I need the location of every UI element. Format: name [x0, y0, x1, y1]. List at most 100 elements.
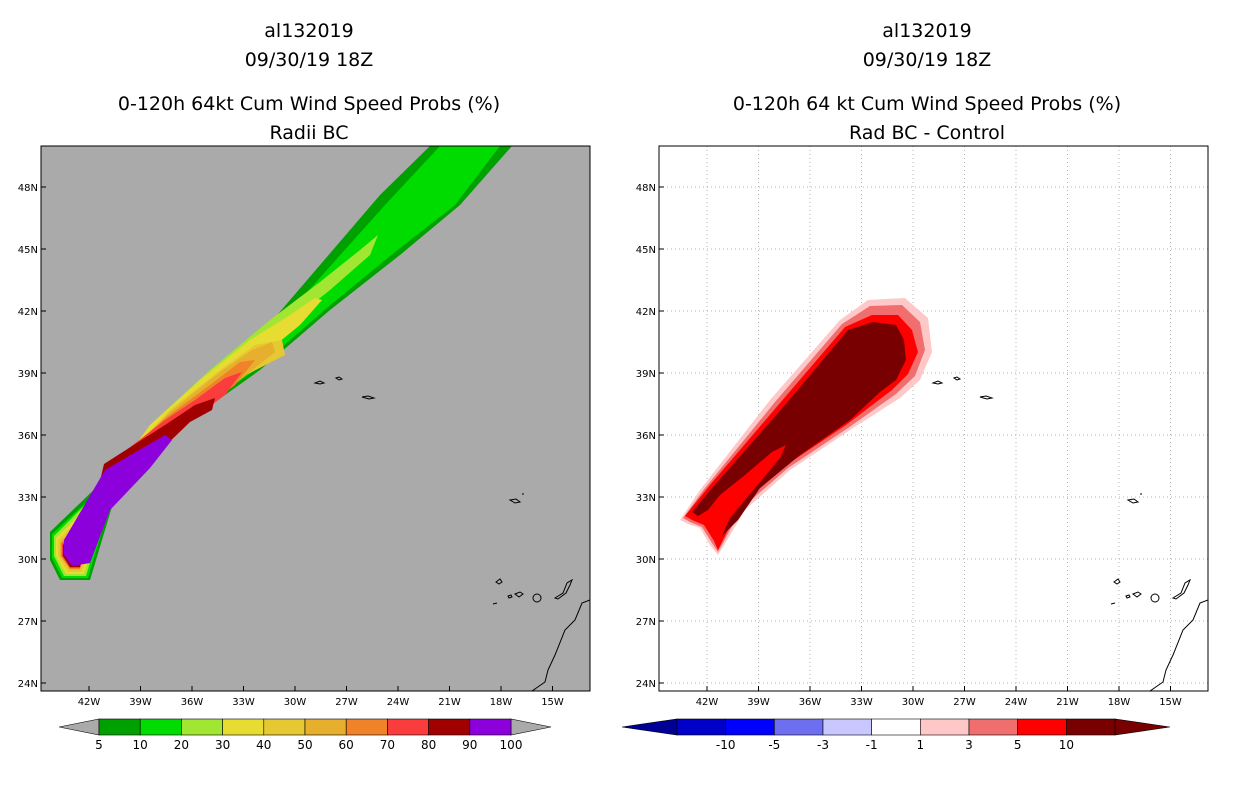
left-plot-background — [41, 146, 590, 691]
x-tick-label: 33W — [232, 697, 255, 708]
colorbar-label: 90 — [462, 738, 477, 752]
colorbar-swatch — [822, 718, 872, 736]
colorbar-label: -1 — [866, 738, 878, 752]
left-title-line-1: al132019 — [264, 20, 353, 42]
colorbar-below-arrow — [58, 718, 100, 736]
colorbar-label: 10 — [133, 738, 148, 752]
right-panel: al132019 09/30/19 18Z 0-120h 64 kt Cum W… — [621, 20, 1209, 752]
contour-90 — [64, 435, 172, 566]
right-title-line-3: 0-120h 64 kt Cum Wind Speed Probs (%) — [733, 93, 1121, 115]
left-x-axis: 42W 39W 36W 33W 30W 27W 24W 21W 18W 15W — [78, 686, 564, 708]
colorbar-swatch — [181, 718, 223, 736]
contour-5 — [50, 146, 512, 580]
colorbar-label: -10 — [716, 738, 736, 752]
right-title-line-2: 09/30/19 18Z — [863, 49, 992, 71]
right-coastlines — [931, 376, 1208, 691]
x-tick-label: 27W — [953, 697, 976, 708]
colorbar-swatch — [920, 718, 970, 736]
colorbar-swatch — [725, 718, 775, 736]
left-probability-contours — [50, 146, 512, 580]
x-tick-label: 39W — [129, 697, 152, 708]
y-tick-label: 33N — [636, 493, 656, 504]
colorbar-label: 40 — [256, 738, 271, 752]
x-tick-label: 30W — [902, 697, 925, 708]
colorbar-label: 80 — [421, 738, 436, 752]
y-tick-label: 36N — [636, 431, 656, 442]
colorbar-label: 10 — [1059, 738, 1074, 752]
colorbar-label: 3 — [965, 738, 973, 752]
y-tick-label: 42N — [18, 307, 38, 318]
colorbar-label: 30 — [215, 738, 230, 752]
colorbar-above-arrow — [1114, 718, 1171, 736]
y-tick-label: 30N — [636, 555, 656, 566]
colorbar-swatch — [345, 718, 388, 736]
y-tick-label: 24N — [18, 679, 38, 690]
y-tick-label: 45N — [636, 245, 656, 256]
colorbar-swatch — [387, 718, 429, 736]
y-tick-label: 39N — [636, 369, 656, 380]
colorbar-swatch — [263, 718, 306, 736]
colorbar-label: 5 — [95, 738, 103, 752]
colorbar-label: 5 — [1014, 738, 1022, 752]
left-title-line-4: Radii BC — [269, 122, 348, 144]
left-panel: al132019 09/30/19 18Z 0-120h 64kt Cum Wi… — [18, 20, 591, 752]
left-y-axis: 48N 45N 42N 39N 36N 33N 30N 27N 24N — [18, 183, 46, 690]
contour-10 — [52, 146, 500, 578]
x-tick-label: 27W — [335, 697, 358, 708]
colorbar-swatch — [1017, 718, 1067, 736]
colorbar-swatch — [968, 718, 1018, 736]
x-tick-label: 33W — [850, 697, 873, 708]
y-tick-label: 48N — [636, 183, 656, 194]
x-tick-label: 21W — [438, 697, 461, 708]
contour-above-10 — [692, 322, 906, 536]
colorbar-swatch — [1066, 718, 1116, 736]
colorbar-label: 70 — [380, 738, 395, 752]
y-tick-label: 45N — [18, 245, 38, 256]
y-tick-label: 27N — [636, 617, 656, 628]
y-tick-label: 42N — [636, 307, 656, 318]
x-tick-label: 39W — [747, 697, 770, 708]
x-tick-label: 21W — [1056, 697, 1079, 708]
colorbar-label: 1 — [917, 738, 925, 752]
x-tick-label: 15W — [1159, 697, 1182, 708]
left-coastlines — [313, 376, 590, 691]
colorbar-swatch — [98, 718, 141, 736]
colorbar-swatch — [428, 718, 471, 736]
colorbar-label: -3 — [817, 738, 829, 752]
x-tick-label: 36W — [799, 697, 822, 708]
colorbar-swatch — [222, 718, 265, 736]
y-tick-label: 27N — [18, 617, 38, 628]
colorbar-label: -5 — [768, 738, 780, 752]
left-title-line-3: 0-120h 64kt Cum Wind Speed Probs (%) — [118, 93, 500, 115]
colorbar-label: 100 — [500, 738, 523, 752]
x-tick-label: 15W — [541, 697, 564, 708]
x-tick-label: 30W — [284, 697, 307, 708]
y-tick-label: 33N — [18, 493, 38, 504]
left-title-line-2: 09/30/19 18Z — [245, 49, 374, 71]
x-tick-label: 18W — [1108, 697, 1131, 708]
colorbar-above-arrow — [510, 718, 552, 736]
y-tick-label: 39N — [18, 369, 38, 380]
right-plot-frame — [658, 145, 1209, 692]
right-y-axis: 48N 45N 42N 39N 36N 33N 30N 27N 24N — [636, 183, 664, 690]
right-title-line-4: Rad BC - Control — [849, 122, 1005, 144]
y-tick-label: 24N — [636, 679, 656, 690]
x-tick-label: 42W — [78, 697, 101, 708]
x-tick-label: 18W — [490, 697, 513, 708]
left-colorbar: 5 10 20 30 40 50 60 70 80 90 100 — [58, 718, 552, 752]
colorbar-swatch — [139, 718, 182, 736]
colorbar-swatch — [676, 718, 726, 736]
colorbar-swatch — [304, 718, 347, 736]
right-difference-contours — [680, 298, 932, 555]
right-colorbar: -10 -5 -3 -1 1 3 5 10 — [621, 718, 1171, 752]
x-tick-label: 36W — [181, 697, 204, 708]
colorbar-swatch — [469, 718, 512, 736]
colorbar-label: 20 — [174, 738, 189, 752]
colorbar-below-arrow — [621, 718, 678, 736]
colorbar-label: 60 — [339, 738, 354, 752]
x-tick-label: 42W — [696, 697, 719, 708]
right-x-axis: 42W 39W 36W 33W 30W 27W 24W 21W 18W 15W — [696, 686, 1182, 708]
colorbar-label: 50 — [297, 738, 312, 752]
left-plot-frame — [40, 145, 591, 692]
